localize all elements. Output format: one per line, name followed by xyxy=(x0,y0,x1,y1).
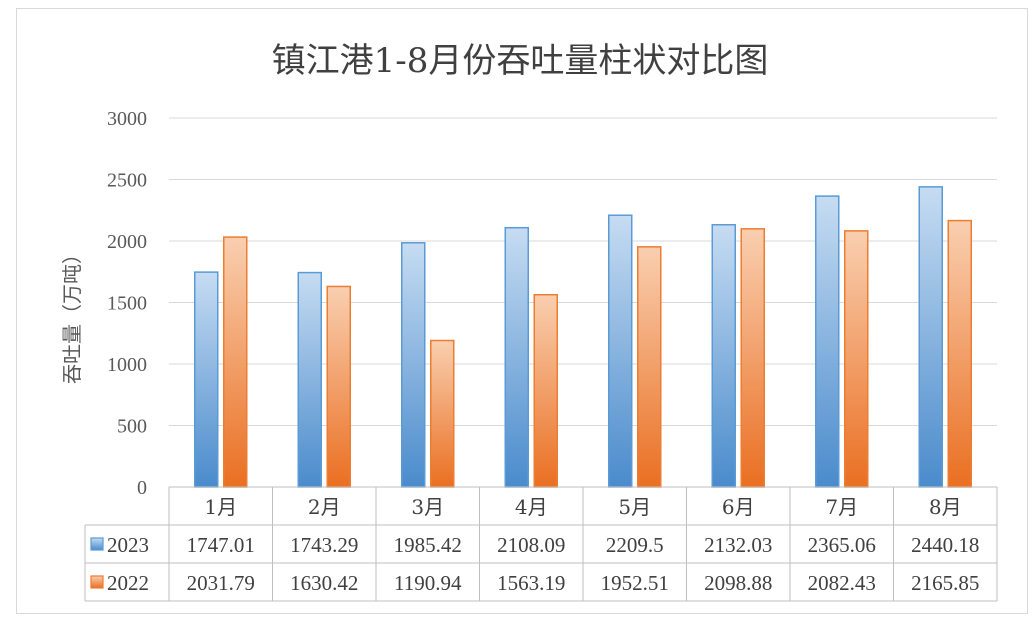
y-axis-label: 吞吐量（万吨） xyxy=(60,244,84,384)
bar-2023-2 xyxy=(297,271,322,488)
data-label: 2165.85 xyxy=(911,571,979,595)
y-tick-label: 0 xyxy=(137,477,147,499)
chart-title: 镇江港1-8月份吞吐量柱状对比图 xyxy=(272,41,769,81)
data-label: 2365.06 xyxy=(808,533,876,557)
data-label: 1563.19 xyxy=(497,571,565,595)
data-label: 1190.94 xyxy=(394,571,462,595)
bar-2022-6 xyxy=(740,228,765,488)
data-label: 1743.29 xyxy=(290,533,358,557)
bar-2022-7 xyxy=(844,230,869,488)
bar-2023-6 xyxy=(711,224,736,488)
x-tick-label: 2月 xyxy=(308,495,341,519)
data-label: 2082.43 xyxy=(808,571,876,595)
data-label: 1985.42 xyxy=(394,533,462,557)
y-tick-label: 1000 xyxy=(107,354,147,376)
x-tick-label: 7月 xyxy=(825,495,858,519)
bar-2023-4 xyxy=(504,226,529,488)
bar-2022-5 xyxy=(637,246,662,488)
y-tick-label: 1500 xyxy=(107,293,147,315)
bar-2023-7 xyxy=(815,195,840,488)
chart-frame: 镇江港1-8月份吞吐量柱状对比图 吞吐量（万吨） 0 500 1000 1500 200… xyxy=(16,8,1028,614)
data-label: 2108.09 xyxy=(497,533,565,557)
bar-2022-3 xyxy=(430,339,455,488)
x-tick-label: 3月 xyxy=(411,495,444,519)
bar-2022-8 xyxy=(947,219,972,488)
bar-2022-4 xyxy=(533,293,558,488)
legend-label: 2023 xyxy=(107,533,149,557)
bars xyxy=(194,186,972,488)
y-tick-labels: 0 500 1000 1500 2000 2500 3000 xyxy=(107,108,147,499)
bar-2023-8 xyxy=(918,186,943,488)
legend-label: 2022 xyxy=(107,571,149,595)
legend-key-2022 xyxy=(90,575,104,589)
bar-2023-3 xyxy=(401,242,426,488)
bar-2023-5 xyxy=(608,214,633,488)
bar-2023-1 xyxy=(194,271,219,488)
x-tick-label: 6月 xyxy=(722,495,755,519)
legend-key-2023 xyxy=(90,537,104,551)
y-tick-label: 2500 xyxy=(107,170,147,192)
x-tick-label: 1月 xyxy=(204,495,237,519)
bar-2022-2 xyxy=(326,285,351,488)
data-label: 2098.88 xyxy=(704,571,772,595)
data-label: 2209.5 xyxy=(606,533,664,557)
gridlines xyxy=(169,117,997,426)
x-tick-label: 4月 xyxy=(515,495,548,519)
data-label: 2031.79 xyxy=(187,571,255,595)
data-table: 1月 2月 3月 4月 5月 6月 7月 8月 2023 1747.01 1743.29 1985.4… xyxy=(84,486,998,602)
x-tick-label: 5月 xyxy=(618,495,651,519)
data-label: 1747.01 xyxy=(187,533,255,557)
y-tick-label: 2000 xyxy=(107,231,147,253)
data-label: 1630.42 xyxy=(290,571,358,595)
bar-2022-1 xyxy=(223,236,248,488)
data-label: 1952.51 xyxy=(601,571,669,595)
y-tick-label: 500 xyxy=(117,416,147,438)
y-tick-label: 3000 xyxy=(107,108,147,130)
chart-svg: 镇江港1-8月份吞吐量柱状对比图 吞吐量（万吨） 0 500 1000 1500 200… xyxy=(60,41,998,602)
x-tick-label: 8月 xyxy=(929,495,962,519)
data-label: 2132.03 xyxy=(704,533,772,557)
data-label: 2440.18 xyxy=(911,533,979,557)
